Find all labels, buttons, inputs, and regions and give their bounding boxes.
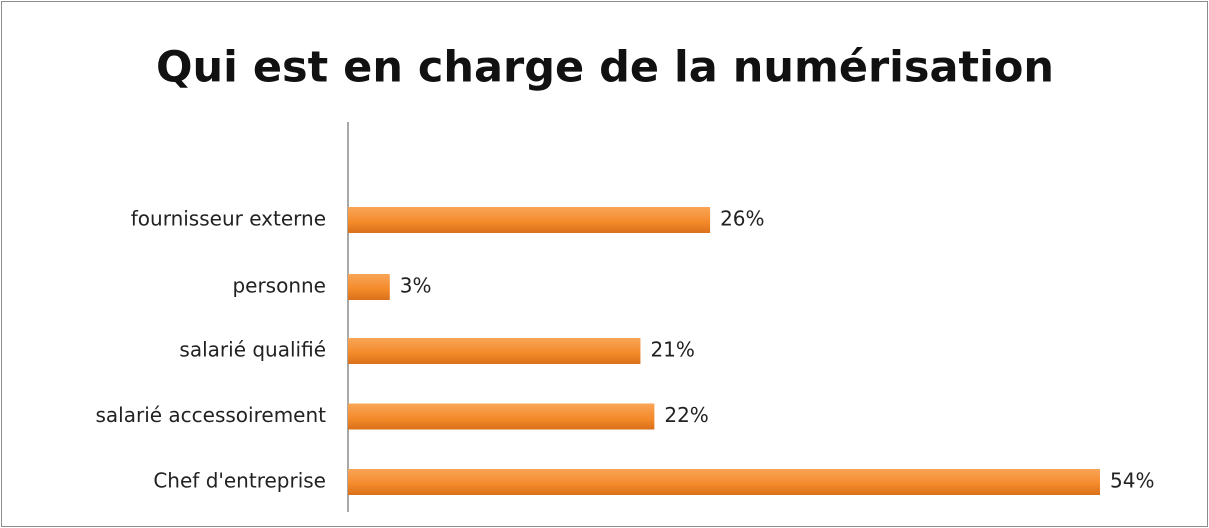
category-label: Chef d'entreprise bbox=[153, 469, 326, 493]
bar bbox=[348, 207, 711, 233]
bar bbox=[348, 274, 390, 300]
value-label: 3% bbox=[400, 274, 432, 298]
chart-title: Qui est en charge de la numérisation bbox=[156, 43, 1054, 93]
value-label: 26% bbox=[720, 207, 764, 231]
value-label: 54% bbox=[1110, 469, 1154, 493]
bar bbox=[348, 338, 641, 364]
category-label: fournisseur externe bbox=[131, 207, 326, 231]
category-label: salarié accessoirement bbox=[95, 403, 326, 427]
category-label: salarié qualifié bbox=[179, 338, 326, 362]
bar bbox=[348, 403, 655, 430]
value-label: 21% bbox=[650, 338, 694, 362]
category-label: personne bbox=[232, 274, 326, 298]
bar bbox=[348, 469, 1100, 495]
value-label: 22% bbox=[664, 403, 708, 427]
